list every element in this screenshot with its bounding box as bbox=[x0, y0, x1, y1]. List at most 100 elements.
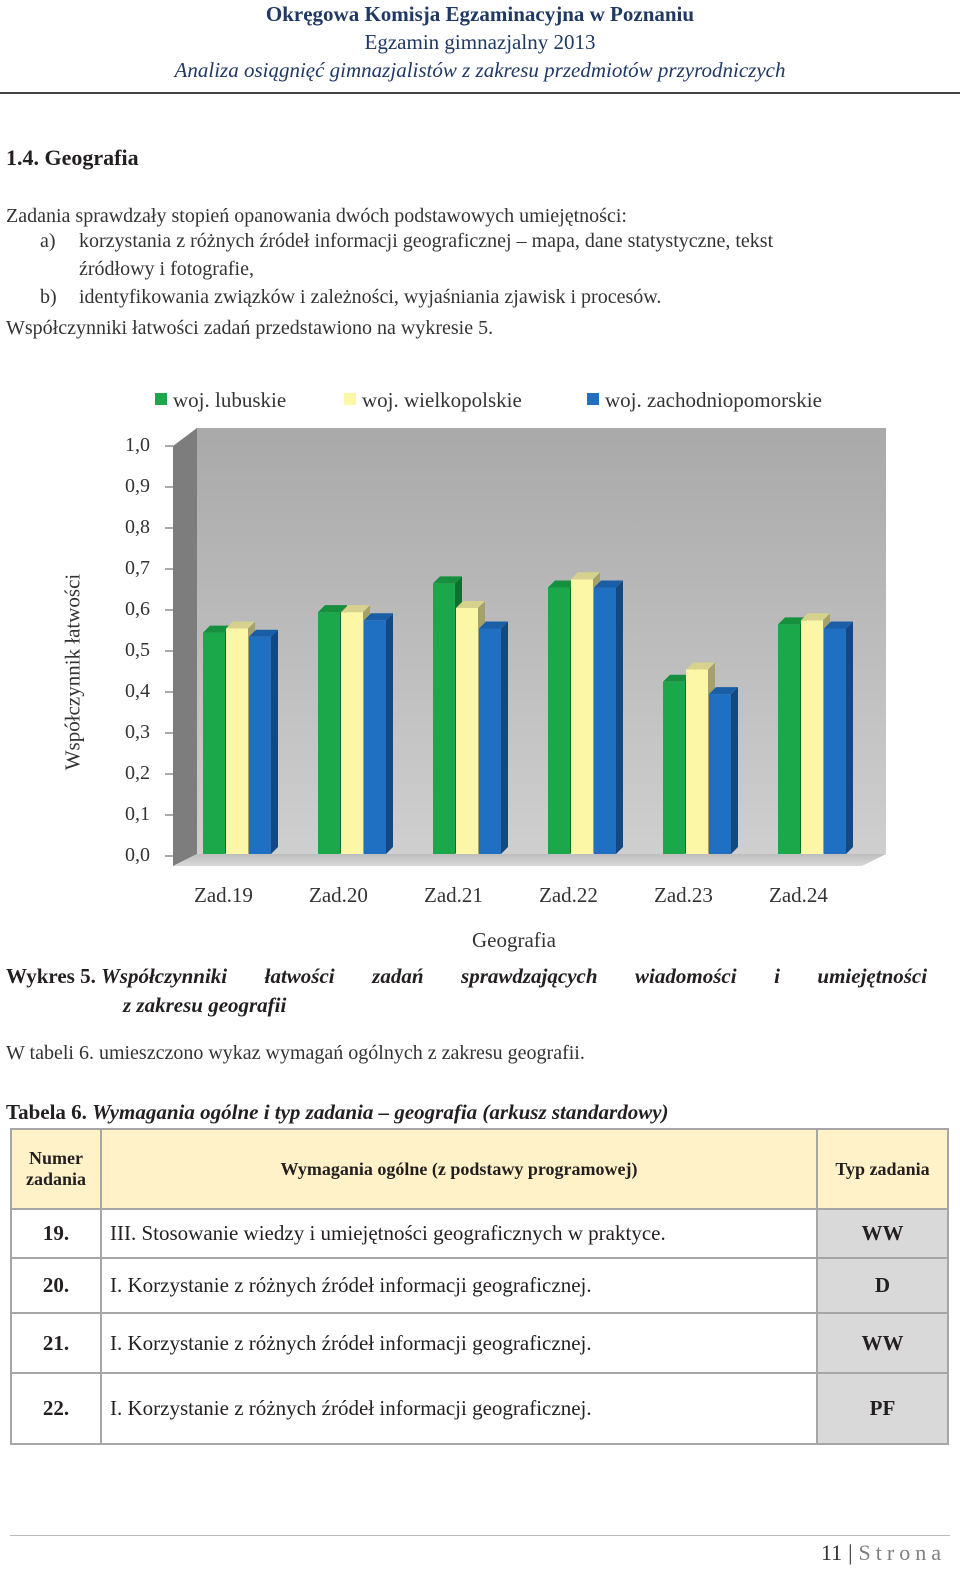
bar-side bbox=[386, 613, 393, 854]
list-item-b-line1: identyfikowania związków i zależności, w… bbox=[79, 286, 662, 308]
bar-front bbox=[686, 669, 708, 854]
chart-side-wall bbox=[173, 428, 197, 866]
y-tick-label: 0,9 bbox=[125, 475, 150, 497]
row-type: WW bbox=[816, 1208, 949, 1259]
header-wymagania: Wymagania ogólne (z podstawy programowej… bbox=[100, 1128, 818, 1210]
bar-front bbox=[318, 612, 340, 854]
header-institution: Okręgowa Komisja Egzaminacyjna w Poznani… bbox=[265, 2, 695, 26]
x-tick-label: Zad.24 bbox=[769, 883, 828, 907]
legend-label-lubuskie: woj. lubuskie bbox=[173, 388, 287, 412]
table-row: 22. I. Korzystanie z różnych źródeł info… bbox=[10, 1372, 949, 1445]
header-typ: Typ zadania bbox=[816, 1128, 949, 1210]
y-tick-label: 0,3 bbox=[125, 721, 150, 743]
bar-front bbox=[456, 608, 478, 854]
y-tick-label: 0,5 bbox=[125, 639, 150, 661]
bar-zad23-s2 bbox=[709, 687, 738, 854]
legend-item-lubuskie: woj. lubuskie bbox=[155, 388, 286, 413]
page-number: 11 | Strona bbox=[821, 1540, 946, 1566]
bar-front bbox=[571, 579, 593, 854]
bar-top bbox=[778, 617, 807, 625]
bar-front bbox=[364, 620, 386, 854]
bar-front bbox=[801, 620, 823, 854]
bar-front bbox=[709, 694, 731, 854]
row-number: 21. bbox=[10, 1312, 102, 1374]
table-caption-label: Tabela 6. bbox=[6, 1100, 87, 1124]
header-divider bbox=[0, 92, 960, 94]
legend-swatch-zachodniopomorskie bbox=[587, 393, 599, 405]
bar-front bbox=[479, 628, 501, 854]
bar-front bbox=[824, 628, 846, 854]
bar-top bbox=[364, 613, 393, 621]
legend-item-zachodniopomorskie: woj. zachodniopomorskie bbox=[587, 388, 822, 413]
legend-item-wielkopolskie: woj. wielkopolskie bbox=[344, 388, 522, 413]
bar-top bbox=[571, 572, 600, 580]
legend-swatch-wielkopolskie bbox=[344, 393, 356, 405]
row-type: PF bbox=[816, 1372, 949, 1445]
bar-side bbox=[271, 629, 278, 854]
row-requirement: I. Korzystanie z różnych źródeł informac… bbox=[100, 1312, 818, 1374]
bar-top bbox=[663, 674, 692, 682]
bar-front bbox=[594, 587, 616, 854]
bar-side bbox=[846, 621, 853, 854]
table-caption: Tabela 6. Wymagania ogólne i typ zadania… bbox=[6, 1100, 669, 1125]
requirements-table: Numer zadania Wymagania ogólne (z podsta… bbox=[10, 1128, 949, 1445]
bar-top bbox=[686, 662, 715, 670]
row-number: 20. bbox=[10, 1257, 102, 1314]
bar-top bbox=[318, 605, 347, 613]
legend-label-wielkopolskie: woj. wielkopolskie bbox=[362, 388, 522, 412]
x-tick-label: Zad.20 bbox=[309, 883, 368, 907]
bar-top bbox=[594, 580, 623, 588]
bar-top bbox=[226, 621, 255, 629]
x-axis-label: Geografia bbox=[472, 928, 556, 952]
bar-top bbox=[249, 629, 278, 637]
table-row: 20. I. Korzystanie z różnych źródeł info… bbox=[10, 1257, 949, 1314]
legend-swatch-lubuskie bbox=[155, 393, 167, 405]
y-tick-label: 0,6 bbox=[125, 598, 150, 620]
row-requirement: I. Korzystanie z różnych źródeł informac… bbox=[100, 1372, 818, 1445]
bar-top bbox=[548, 580, 577, 588]
figure-caption-text: Współczynniki łatwości zadań sprawdzając… bbox=[101, 964, 928, 988]
bar-zad21-s2 bbox=[479, 621, 508, 854]
bar-zad22-s2 bbox=[594, 580, 623, 854]
chart-floor bbox=[173, 854, 886, 866]
bar-front bbox=[249, 636, 271, 854]
y-tick-label: 0,8 bbox=[125, 516, 150, 538]
y-tick-label: 0,2 bbox=[125, 762, 150, 784]
y-tick-label: 0,7 bbox=[125, 557, 150, 579]
bar-front bbox=[433, 583, 455, 854]
bar-side bbox=[501, 621, 508, 854]
list-item-a-line1: korzystania z różnych źródeł informacji … bbox=[79, 230, 774, 252]
bar-chart bbox=[165, 428, 886, 866]
bar-top bbox=[456, 601, 485, 608]
bar-top bbox=[341, 605, 370, 613]
x-tick-label: Zad.22 bbox=[539, 883, 598, 907]
bar-zad20-s2 bbox=[364, 613, 393, 854]
header-subtitle: Analiza osiągnięć gimnazjalistów z zakre… bbox=[174, 58, 786, 82]
table-row: 19. III. Stosowanie wiedzy i umiejętnośc… bbox=[10, 1208, 949, 1259]
bar-top bbox=[709, 687, 738, 695]
bar-top bbox=[479, 621, 508, 629]
bar-zad24-s2 bbox=[824, 621, 853, 854]
table-header-row: Numer zadania Wymagania ogólne (z podsta… bbox=[10, 1128, 949, 1210]
page-number-separator: | bbox=[848, 1540, 853, 1565]
section-intro: Zadania sprawdzały stopień opanowania dw… bbox=[6, 205, 627, 227]
y-tick-label: 0,1 bbox=[125, 803, 150, 825]
header-numer: Numer zadania bbox=[10, 1128, 102, 1210]
x-tick-label: Zad.19 bbox=[194, 883, 253, 907]
figure-caption-label: Wykres 5. bbox=[6, 964, 96, 988]
bar-side bbox=[731, 687, 738, 854]
x-tick-label: Zad.21 bbox=[424, 883, 483, 907]
row-type: D bbox=[816, 1257, 949, 1314]
page-number-value: 11 bbox=[820, 1540, 843, 1565]
row-requirement: I. Korzystanie z różnych źródeł informac… bbox=[100, 1257, 818, 1314]
figure-caption-text2: z zakresu geografii bbox=[123, 993, 287, 1017]
table-caption-title: Wymagania ogólne i typ zadania – geograf… bbox=[92, 1100, 669, 1124]
footer-divider bbox=[10, 1535, 950, 1536]
row-number: 22. bbox=[10, 1372, 102, 1445]
bar-zad19-s2 bbox=[249, 629, 278, 854]
x-tick-label: Zad.23 bbox=[654, 883, 713, 907]
bar-top bbox=[203, 625, 232, 633]
page-number-word: Strona bbox=[858, 1540, 946, 1565]
y-tick-label: 0,4 bbox=[125, 680, 150, 702]
paragraph: W tabeli 6. umieszczono wykaz wymagań og… bbox=[6, 1042, 585, 1064]
